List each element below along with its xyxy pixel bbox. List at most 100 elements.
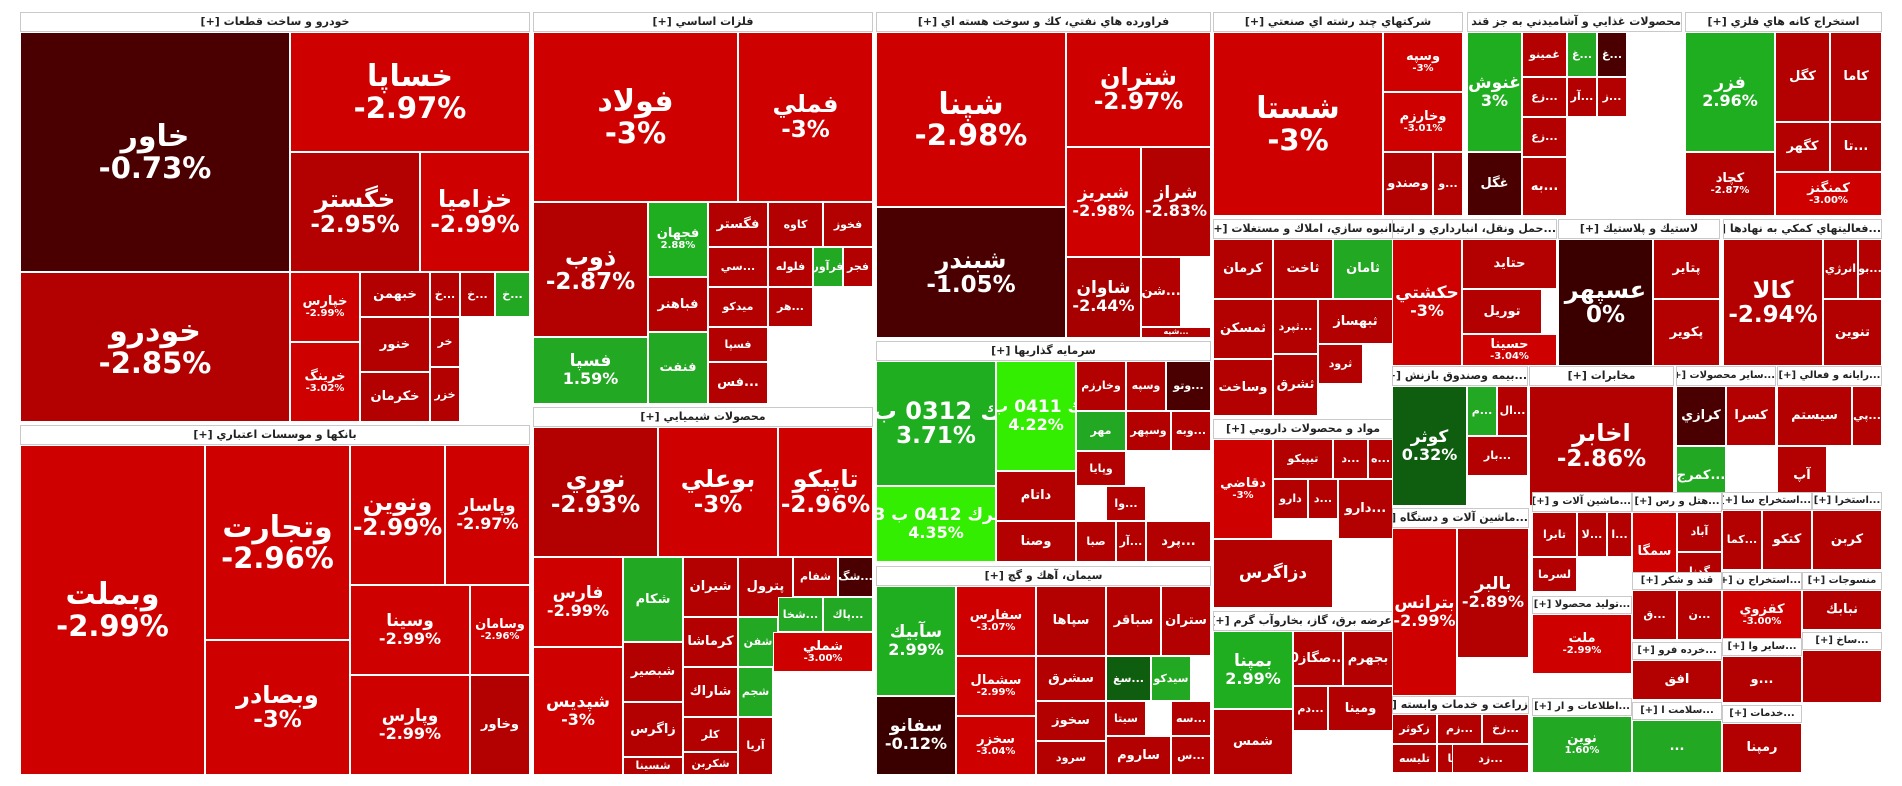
treemap-tile[interactable]: كالا -2.94% bbox=[1723, 239, 1823, 366]
treemap-tile[interactable]: ذوب -2.87% bbox=[533, 202, 648, 337]
treemap-tile[interactable]: ...فس bbox=[708, 362, 768, 404]
treemap-tile[interactable]: كتكو bbox=[1762, 510, 1812, 570]
treemap-tile[interactable]: خبهمن bbox=[360, 272, 430, 317]
treemap-tile[interactable]: خرینگ -3.02% bbox=[290, 342, 360, 422]
treemap-tile[interactable]: حتاید bbox=[1462, 239, 1557, 289]
treemap-tile[interactable]: ...زد bbox=[1452, 744, 1529, 773]
treemap-tile[interactable]: افق bbox=[1632, 660, 1722, 700]
sector-header[interactable]: ...استخراج ن [+] bbox=[1722, 572, 1802, 590]
treemap-tile[interactable]: ...خ bbox=[430, 272, 460, 317]
treemap-tile[interactable]: وتجارت -2.96% bbox=[205, 445, 350, 640]
sector-header[interactable]: مخابرات [+] bbox=[1529, 366, 1674, 386]
treemap-tile[interactable]: فملي -3% bbox=[738, 32, 873, 202]
treemap-tile[interactable]: تيپيكو bbox=[1273, 439, 1333, 479]
treemap-tile[interactable]: عسپهر 0% bbox=[1558, 239, 1653, 366]
treemap-tile[interactable]: غنوش 3% bbox=[1467, 32, 1522, 152]
treemap-tile[interactable]: ...ا bbox=[1607, 512, 1632, 557]
treemap-tile[interactable]: ...زخ bbox=[1482, 714, 1529, 744]
treemap-tile[interactable]: كچاد -2.87% bbox=[1685, 152, 1775, 216]
treemap-tile[interactable]: وخارزم -3.01% bbox=[1383, 92, 1463, 152]
treemap-tile[interactable]: غگل bbox=[1467, 152, 1522, 216]
treemap-tile[interactable]: ...وبه bbox=[1171, 411, 1211, 451]
treemap-tile[interactable]: خودرو -2.85% bbox=[20, 272, 290, 422]
sector-header[interactable]: ...خدمات [+] bbox=[1722, 705, 1802, 723]
treemap-tile[interactable]: كرازي bbox=[1676, 386, 1726, 446]
treemap-tile[interactable]: فجر bbox=[843, 247, 873, 287]
treemap-tile[interactable]: وسامان -2.96% bbox=[470, 585, 530, 675]
treemap-tile[interactable]: شتران -2.97% bbox=[1066, 32, 1211, 147]
sector-header[interactable]: ...خرده فرو [+] bbox=[1632, 642, 1722, 660]
sector-header[interactable]: ...استخراج سا [+] bbox=[1722, 492, 1812, 510]
treemap-tile[interactable]: تليسه bbox=[1392, 744, 1437, 773]
sector-header[interactable]: سيمان، آهك و گچ [+] bbox=[876, 566, 1211, 586]
treemap-tile[interactable]: پتاير bbox=[1653, 239, 1720, 299]
treemap-tile[interactable]: ...خ bbox=[460, 272, 495, 317]
treemap-tile[interactable]: سيستم bbox=[1777, 386, 1852, 446]
treemap-tile[interactable]: ...به bbox=[1522, 157, 1567, 216]
treemap-tile[interactable]: بجهرم bbox=[1343, 631, 1393, 686]
treemap-tile[interactable]: سخوز bbox=[1036, 701, 1106, 741]
treemap-tile[interactable]: ونوين -2.99% bbox=[350, 445, 445, 585]
sector-header[interactable]: ...سلامت ا [+] bbox=[1632, 702, 1722, 720]
treemap-tile[interactable]: سپاها bbox=[1036, 586, 1106, 656]
treemap-tile[interactable] bbox=[1802, 650, 1882, 703]
treemap-tile[interactable]: ...صگاز0 bbox=[1293, 631, 1343, 686]
treemap-tile[interactable]: وسپهر bbox=[1126, 411, 1171, 451]
treemap-tile[interactable]: ...لا bbox=[1577, 512, 1607, 557]
treemap-tile[interactable]: ...غ bbox=[1567, 32, 1597, 77]
sector-header[interactable]: شركتهاي چند رشته اي صنعتي [+] bbox=[1213, 12, 1463, 32]
treemap-tile[interactable]: فسپا 1.59% bbox=[533, 337, 648, 404]
treemap-tile[interactable]: بالبر -2.89% bbox=[1457, 528, 1529, 658]
treemap-tile[interactable]: ...ز bbox=[1597, 77, 1627, 117]
treemap-tile[interactable]: شكربن bbox=[683, 752, 738, 775]
treemap-tile[interactable]: كسرا bbox=[1726, 386, 1776, 446]
treemap-tile[interactable]: تنوين bbox=[1823, 299, 1882, 366]
treemap-tile[interactable]: ...بو bbox=[1858, 239, 1882, 299]
treemap-tile[interactable]: خزر bbox=[430, 367, 460, 422]
treemap-tile[interactable]: ...تا bbox=[1830, 122, 1882, 172]
sector-header[interactable]: مواد و محصولات دارويي [+] bbox=[1213, 419, 1393, 439]
treemap-tile[interactable]: وسينا -2.99% bbox=[350, 585, 470, 675]
treemap-tile[interactable]: انرژي bbox=[1823, 239, 1858, 299]
sector-header[interactable]: ...هتل و رس [+] bbox=[1632, 492, 1722, 512]
treemap-tile[interactable]: ...ه bbox=[1368, 439, 1393, 479]
treemap-tile[interactable]: ...آر bbox=[1567, 77, 1597, 117]
treemap-tile[interactable]: شملي -3.00% bbox=[773, 632, 873, 672]
treemap-tile[interactable]: ...خ bbox=[495, 272, 530, 317]
treemap-tile[interactable]: حسينا -3.04% bbox=[1462, 334, 1557, 366]
sector-header[interactable]: ...اطلاعات و ار [+] bbox=[1532, 698, 1632, 716]
treemap-tile[interactable]: ...د bbox=[1333, 439, 1368, 479]
treemap-tile[interactable]: كقزوي -3.00% bbox=[1722, 590, 1802, 640]
treemap-tile[interactable]: وسپه bbox=[1126, 361, 1166, 411]
treemap-tile[interactable]: ثبهساز bbox=[1318, 299, 1393, 344]
treemap-tile[interactable]: وسپه -3% bbox=[1383, 32, 1463, 92]
treemap-tile[interactable]: وصنا bbox=[996, 521, 1076, 562]
treemap-tile[interactable]: كمنگنز -3.00% bbox=[1775, 172, 1882, 216]
treemap-tile[interactable]: فولاد -3% bbox=[533, 32, 738, 202]
sector-header[interactable]: سرمايه گذاريها [+] bbox=[876, 341, 1211, 361]
treemap-tile[interactable]: فلوله bbox=[768, 247, 813, 287]
treemap-tile[interactable]: ...ن bbox=[1677, 590, 1722, 640]
sector-header[interactable]: فراورده هاي نفتي، كك و سوخت هسته اي [+] bbox=[876, 12, 1211, 32]
treemap-tile[interactable]: ...شن bbox=[1141, 257, 1181, 327]
sector-header[interactable]: ...ساخ [+] bbox=[1802, 632, 1882, 650]
sector-header[interactable]: انبوه سازي، املاك و مستغلات [+] bbox=[1213, 219, 1393, 239]
treemap-tile[interactable]: ...پرد bbox=[1146, 521, 1211, 562]
treemap-tile[interactable]: سرود bbox=[1036, 741, 1106, 775]
sector-header[interactable]: ...فعاليتهاي كمكي به نهادها [+] bbox=[1723, 219, 1882, 239]
treemap-tile[interactable]: بمپنا 2.99% bbox=[1213, 631, 1293, 709]
treemap-tile[interactable]: وبصادر -3% bbox=[205, 640, 350, 775]
treemap-tile[interactable]: شستا -3% bbox=[1213, 32, 1383, 216]
treemap-tile[interactable]: نوري -2.93% bbox=[533, 427, 658, 557]
treemap-tile[interactable]: آريا bbox=[738, 717, 773, 775]
treemap-tile[interactable]: ...و bbox=[1433, 152, 1463, 216]
treemap-tile[interactable]: كرماشا bbox=[683, 617, 738, 667]
treemap-tile[interactable]: ومينا bbox=[1328, 686, 1393, 731]
treemap-tile[interactable]: تاپيكو -2.96% bbox=[778, 427, 873, 557]
treemap-tile[interactable]: ...دارو bbox=[1338, 479, 1393, 539]
treemap-tile[interactable]: خگستر -2.95% bbox=[290, 152, 420, 272]
treemap-tile[interactable]: حكشتي -3% bbox=[1392, 239, 1462, 366]
treemap-tile[interactable]: وپايا bbox=[1076, 451, 1126, 486]
treemap-tile[interactable]: خكرمان bbox=[360, 372, 430, 422]
sector-header[interactable]: ...حمل ونقل، انبارداري و ارتباطا [+] bbox=[1392, 219, 1557, 239]
